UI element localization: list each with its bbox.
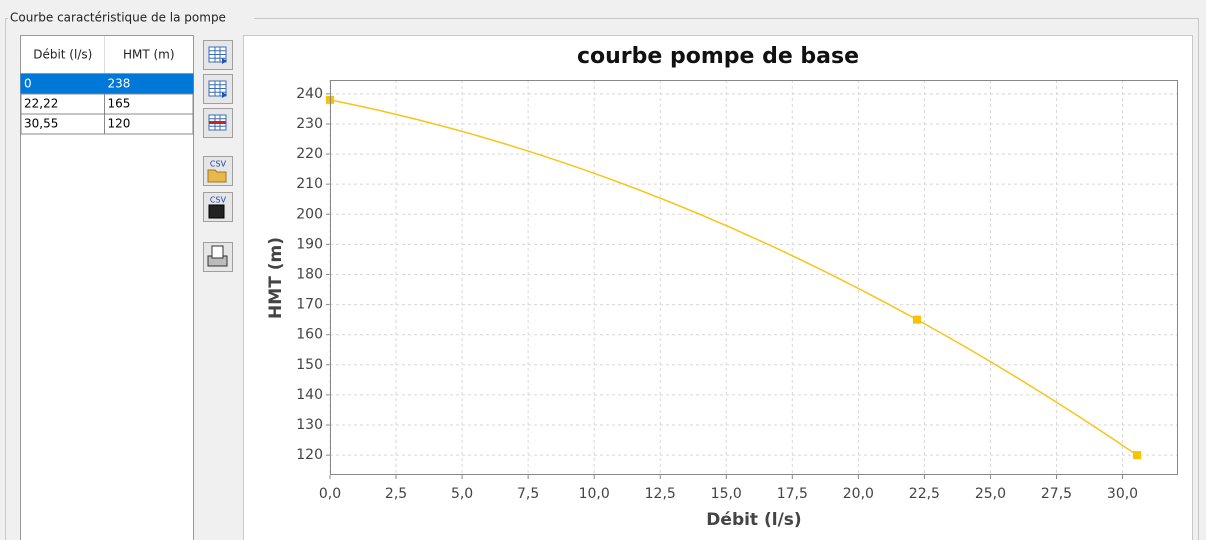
y-tick-label: 140: [296, 387, 323, 403]
point-marker: [912, 315, 921, 324]
x-tick-label: 22,5: [909, 486, 940, 502]
cell-text: 0: [24, 77, 32, 91]
cell-text: 165: [108, 97, 131, 111]
y-axis-label: HMT (m): [266, 237, 286, 319]
print-icon: [211, 245, 224, 259]
icon-label: CSV: [210, 160, 227, 169]
x-tick-label: 10,0: [579, 486, 610, 502]
column-header: Débit (l/s): [33, 48, 92, 62]
x-tick-label: 20,0: [843, 486, 874, 502]
table-body: Débit (l/s) HMT (m) 0 238 22,22 165 30,55 120: [20, 48, 194, 135]
y-tick-label: 200: [296, 206, 323, 222]
table-cell: [20, 73, 105, 95]
x-tick-label: 12,5: [645, 486, 676, 502]
group-title: Courbe caractéristique de la pompe: [10, 11, 226, 25]
x-tick-label: 2,5: [385, 486, 407, 502]
cell-text: 238: [108, 77, 131, 91]
column-header: HMT (m): [123, 48, 175, 62]
x-axis-label: Débit (l/s): [706, 510, 801, 530]
point-marker: [1133, 451, 1142, 460]
y-tick-label: 130: [296, 417, 323, 433]
y-tick-label: 210: [296, 176, 323, 192]
plot-area: [330, 80, 1178, 475]
y-tick-label: 150: [296, 357, 323, 373]
icon-mark: [222, 58, 227, 64]
x-tick-label: 30,0: [1107, 486, 1138, 502]
x-tick-label: 15,0: [711, 486, 742, 502]
disk-icon: [208, 204, 225, 219]
y-tick-label: 120: [296, 447, 323, 463]
table-cell: [104, 113, 194, 135]
cell-text: 22,22: [24, 97, 58, 111]
y-tick-label: 180: [296, 266, 323, 282]
x-tick-label: 0,0: [319, 486, 341, 502]
y-tick-label: 220: [296, 146, 323, 162]
x-tick-label: 7,5: [517, 486, 539, 502]
y-tick-label: 190: [296, 236, 323, 252]
cell-text: 30,55: [24, 117, 58, 131]
y-tick-label: 230: [296, 116, 323, 132]
y-tick-label: 160: [296, 327, 323, 343]
plot: 120 130 140 150 160 170 180 190 200 210 220 230 240 0…: [296, 80, 1178, 502]
x-tick-label: 27,5: [1041, 486, 1072, 502]
curve: [329, 99, 1138, 456]
table-header: [21, 36, 193, 73]
x-tick-label: 25,0: [975, 486, 1006, 502]
cell-text: 120: [108, 117, 131, 131]
group-box: [5, 18, 1199, 540]
icon-label: CSV: [210, 196, 227, 205]
folder-icon: [207, 169, 227, 183]
plot-border: [330, 80, 1178, 475]
chart-title: courbe pompe de base: [577, 44, 859, 69]
toolbar: CSV CSV: [203, 40, 233, 272]
icon-mark: [222, 92, 227, 98]
y-tick-label: 170: [296, 297, 323, 313]
group-title-bg: [8, 10, 254, 26]
x-tick-label: 5,0: [451, 486, 473, 502]
y-tick-label: 240: [296, 86, 323, 102]
x-tick-label: 17,5: [777, 486, 808, 502]
icon-mark: [209, 121, 226, 124]
